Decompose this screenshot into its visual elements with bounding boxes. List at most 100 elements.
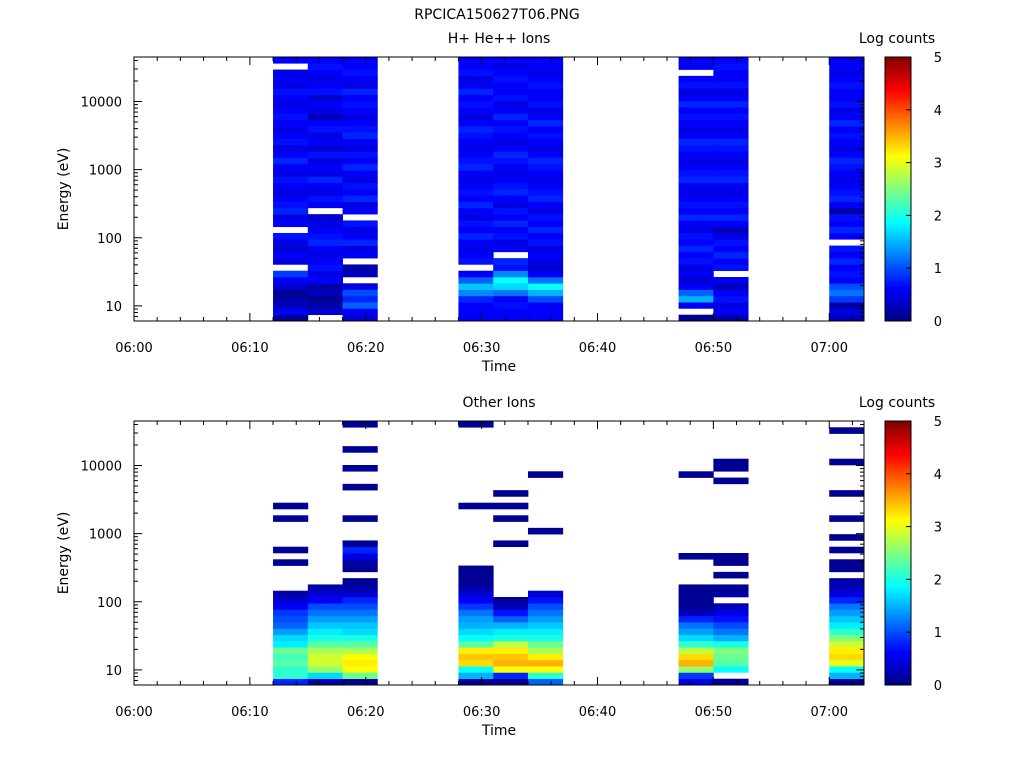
cell-c0-b30: [273, 126, 309, 133]
cell-c3-b39: [458, 69, 494, 77]
colorbar-step: [885, 72, 911, 76]
cell-c2-b23: [342, 170, 378, 177]
colorbar-step: [885, 494, 911, 498]
cell-c2-b31: [342, 483, 378, 491]
cell-c5-b5: [527, 647, 564, 654]
colorbar-step: [885, 508, 911, 512]
cell-c1-b7: [307, 634, 343, 642]
cell-c2-b21: [342, 546, 378, 554]
cell-c2-b3: [342, 295, 378, 303]
cell-c3-b18: [458, 201, 494, 209]
colorbar-step: [885, 231, 911, 235]
colorbar-step: [885, 315, 911, 319]
colorbar-step: [885, 650, 911, 654]
cell-c4-b26: [493, 515, 529, 522]
cell-c7-b19: [713, 559, 749, 566]
cell-c6-b20: [678, 553, 714, 560]
cell-c6-b3: [678, 295, 714, 303]
cell-c4-b18: [493, 201, 529, 209]
cell-c1-b20: [307, 189, 343, 196]
colorbar-step: [885, 521, 911, 525]
cell-c4-b5: [493, 283, 529, 290]
colorbar-step: [885, 210, 911, 214]
colorbar-frame: [884, 56, 912, 322]
y-tick-label: 10000: [81, 96, 122, 111]
cell-c8-b21: [829, 182, 865, 190]
colorbar-step: [885, 146, 911, 150]
colorbar-label: Log counts: [859, 31, 935, 47]
cell-c8-b16: [829, 214, 865, 221]
cell-c8-b21: [829, 546, 865, 554]
colorbar-tick-label: 5: [934, 415, 942, 430]
cell-c8-b17: [829, 207, 865, 215]
cell-c6-b20: [678, 189, 714, 196]
cell-c1-b33: [307, 107, 343, 114]
cell-c0-b22: [273, 176, 309, 184]
cell-c2-b33: [342, 107, 378, 114]
cell-c6-b9: [678, 622, 714, 629]
cell-c7-b16: [713, 214, 749, 221]
cell-c3-b1: [458, 672, 494, 680]
cell-c3-b35: [458, 94, 494, 102]
y-tick-label: 100: [97, 596, 122, 611]
colorbar-step: [885, 634, 911, 638]
colorbar-step: [885, 473, 911, 477]
colorbar-step: [885, 96, 911, 100]
cell-c2-b37: [342, 82, 378, 89]
cell-c2-b38: [342, 75, 378, 83]
colorbar-step: [885, 239, 911, 243]
cell-c6-b15: [678, 220, 714, 228]
colorbar-step: [885, 286, 911, 290]
cell-c3-b17: [458, 207, 494, 215]
colorbar-step: [885, 605, 911, 609]
cell-c5-b6: [527, 277, 564, 284]
colorbar-step: [885, 613, 911, 617]
cell-c3-b31: [458, 119, 494, 127]
x-tick-label: 06:10: [231, 705, 268, 720]
cell-c3-b3: [458, 659, 494, 667]
colorbar-step: [885, 133, 911, 137]
cell-c6-b30: [678, 126, 714, 133]
cell-c5-b26: [527, 151, 564, 158]
colorbar-step: [885, 555, 911, 559]
cell-c5-b12: [527, 239, 564, 246]
cell-c0-b5: [273, 647, 309, 654]
cell-c2-b26: [342, 515, 378, 522]
colorbar-step: [885, 553, 911, 557]
colorbar-step: [885, 426, 911, 430]
x-tick-label: 06:50: [695, 705, 732, 720]
cell-c1-b30: [307, 126, 343, 133]
colorbar-step: [885, 679, 911, 683]
cell-c1-b21: [307, 182, 343, 190]
cell-c5-b19: [527, 195, 564, 202]
cell-c1-b31: [307, 119, 343, 127]
cell-c1-b39: [307, 69, 343, 77]
cell-c0-b26: [273, 515, 309, 522]
cell-c2-b0: [342, 678, 378, 686]
cell-c8-b20: [829, 189, 865, 196]
x-tick-label: 06:00: [115, 705, 152, 720]
cell-c7-b21: [713, 182, 749, 190]
cell-c5-b0: [527, 314, 564, 322]
cell-c4-b34: [493, 101, 529, 108]
cell-c2-b29: [342, 132, 378, 140]
colorbar-step: [885, 157, 911, 161]
cell-c3-b13: [458, 233, 494, 240]
cell-c6-b38: [678, 75, 714, 83]
cell-c6-b8: [678, 264, 714, 272]
colorbar-step: [885, 212, 911, 216]
cell-c8-b7: [829, 270, 865, 278]
colorbar-step: [885, 307, 911, 311]
cell-c4-b11: [493, 245, 529, 253]
cell-c2-b9: [342, 622, 378, 629]
colorbar-step: [885, 125, 911, 129]
colorbar-step: [885, 658, 911, 662]
cell-c0-b31: [273, 119, 309, 127]
cell-c0-b2: [273, 666, 309, 673]
cell-c1-b9: [307, 622, 343, 629]
colorbar-step: [885, 502, 911, 506]
cell-c0-b15: [273, 220, 309, 228]
colorbar-step: [885, 186, 911, 190]
cell-c1-b15: [307, 220, 343, 228]
